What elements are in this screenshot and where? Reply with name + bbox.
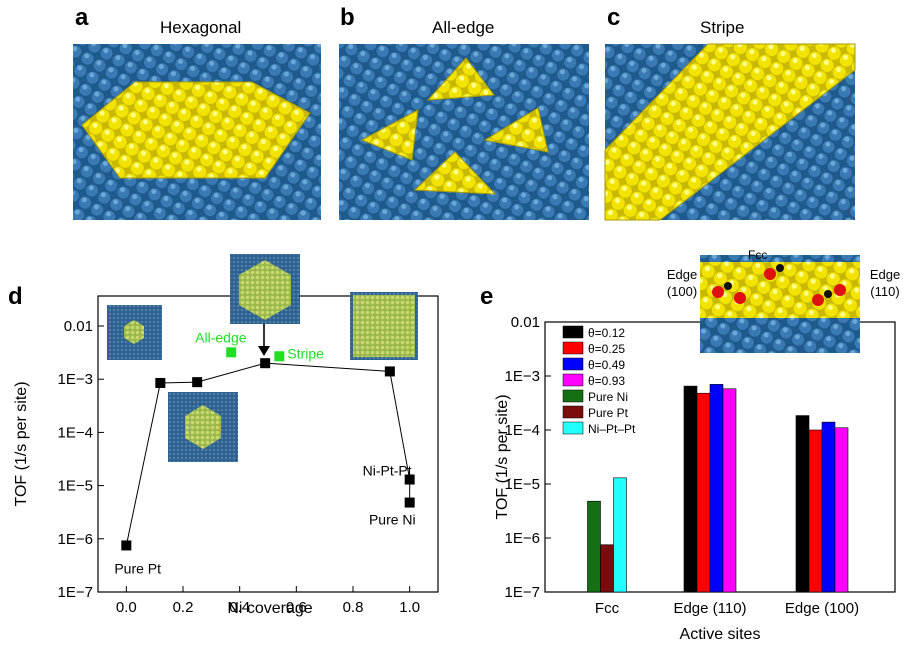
- e-bar: [683, 385, 698, 593]
- d-ytick-label: 1E−7: [58, 584, 93, 601]
- e-legend-label: θ=0.12: [588, 326, 625, 340]
- d-point-label: Pure Ni: [369, 512, 416, 528]
- adsorbate-molecules: [712, 264, 846, 306]
- e-legend-label: Pure Pt: [588, 406, 629, 420]
- e-bar: [696, 392, 711, 593]
- panel-e-xlabel: Active sites: [679, 626, 761, 643]
- e-legend-label: Ni–Pt–Pt: [588, 422, 636, 436]
- e-ytick-label: 1E−6: [505, 530, 540, 547]
- e-bar: [600, 544, 614, 593]
- d-xtick-label: 0.4: [229, 599, 250, 616]
- inset-arrow-head: [258, 346, 270, 356]
- d-point: [155, 377, 166, 388]
- d-connector: [160, 381, 198, 384]
- e-legend-label: θ=0.25: [588, 342, 625, 356]
- panel-title-c: Stripe: [700, 18, 745, 37]
- panel-a-image: [73, 44, 321, 220]
- inset-large-hexagon: [230, 254, 300, 324]
- e-legend-swatch: [562, 357, 584, 371]
- d-green-label: Stripe: [287, 345, 324, 361]
- panel-title-a: Hexagonal: [160, 18, 242, 37]
- d-point-label: Ni-Pt-Pt: [363, 463, 412, 479]
- e-bar: [722, 388, 737, 593]
- e-legend-swatch: [562, 421, 584, 435]
- e-legend-label: Pure Ni: [588, 390, 628, 404]
- inset-small-hexagon: [107, 305, 162, 360]
- panel-e-ylabel: TOF (1/s per site): [494, 394, 511, 520]
- e-legend-swatch: [562, 341, 584, 355]
- panel-e-inset: [700, 255, 860, 353]
- d-ytick-label: 1E−3: [58, 371, 93, 388]
- panel-d-connector-lines: [125, 362, 411, 546]
- d-ytick-label: 0.01: [64, 318, 93, 335]
- e-ytick-label: 1E−3: [505, 368, 540, 385]
- d-xtick-label: 1.0: [399, 599, 420, 616]
- panel-c-image: [604, 43, 856, 221]
- d-xtick-label: 0.8: [343, 599, 364, 616]
- d-point: [384, 366, 395, 377]
- d-xtick-label: 0.2: [173, 599, 194, 616]
- e-legend-label: θ=0.93: [588, 374, 625, 388]
- e-bar: [834, 427, 849, 593]
- panel-d-ylabel: TOF (1/s per site): [13, 381, 30, 507]
- e-legend-swatch: [562, 405, 584, 419]
- panel-d-ticks: 0.01 1E−3 1E−4 1E−5 1E−6 1E−7 0.0 0.2 0.4 0.6 0.8 1…: [58, 318, 421, 616]
- d-ytick-label: 1E−4: [58, 424, 93, 441]
- d-xtick-label: 0.6: [286, 599, 307, 616]
- d-point: [404, 497, 415, 508]
- d-point: [404, 474, 415, 485]
- d-xtick-label: 0.0: [116, 599, 137, 616]
- inset-full-coverage: [350, 292, 418, 360]
- e-legend-swatch: [562, 389, 584, 403]
- d-ytick-label: 1E−6: [58, 531, 93, 548]
- d-ytick-label: 1E−5: [58, 478, 93, 495]
- panel-label-a: a: [75, 4, 89, 31]
- e-ytick-label: 1E−4: [505, 422, 540, 439]
- e-ytick-label: 1E−5: [505, 476, 540, 493]
- panel-label-c: c: [607, 4, 621, 31]
- e-xtick-label: Fcc: [595, 600, 620, 617]
- panel-label-d: d: [8, 283, 23, 310]
- d-connector: [125, 382, 161, 546]
- inset-label-edge100: Edge (100): [666, 267, 698, 299]
- e-xtick-label: Edge (110): [673, 600, 746, 617]
- panel-e-bars: [587, 384, 849, 593]
- d-point: [260, 358, 271, 369]
- panel-title-b: All-edge: [432, 18, 495, 37]
- panel-label-b: b: [340, 4, 355, 31]
- panel-d-insets: [107, 254, 418, 462]
- inset-medium-hexagon: [168, 392, 238, 462]
- d-point: [121, 540, 132, 551]
- e-legend-label: θ=0.49: [588, 358, 625, 372]
- e-bar: [808, 429, 823, 593]
- e-bar: [795, 415, 810, 593]
- panel-e-legend: θ=0.12 θ=0.25 θ=0.49 θ=0.93 Pure Ni Pure Pt Ni…: [562, 325, 636, 436]
- d-connector: [265, 362, 390, 372]
- e-bar: [709, 384, 724, 593]
- e-bar: [587, 500, 601, 593]
- d-point-label: Pure Pt: [114, 560, 161, 576]
- inset-label-edge110: Edge (110): [869, 267, 901, 299]
- d-connector: [389, 371, 411, 480]
- d-connector: [197, 362, 266, 383]
- inset-label-fcc: Fcc: [748, 248, 768, 262]
- panel-b-image: [339, 44, 589, 220]
- panel-label-e: e: [480, 283, 494, 310]
- panel-d-points: Pure Pt Ni-Pt-Pt Pure Ni All-edge Stripe: [114, 329, 415, 576]
- d-point: [192, 377, 203, 388]
- e-ytick-label: 1E−7: [505, 584, 540, 601]
- e-xtick-label: Edge (100): [785, 600, 859, 617]
- e-legend-swatch: [562, 373, 584, 387]
- e-bar: [613, 477, 627, 593]
- e-bar: [821, 421, 836, 593]
- panel-e-ticks: 0.01 1E−3 1E−4 1E−5 1E−6 1E−7 Fcc Edge (110) Edg…: [505, 314, 860, 617]
- d-green-point: [274, 351, 285, 362]
- d-green-label: All-edge: [195, 329, 247, 345]
- e-ytick-label: 0.01: [511, 314, 540, 331]
- panel-d-xlabel: Ni coverage: [227, 600, 313, 617]
- e-legend-swatch: [562, 325, 584, 339]
- d-green-point: [226, 347, 237, 358]
